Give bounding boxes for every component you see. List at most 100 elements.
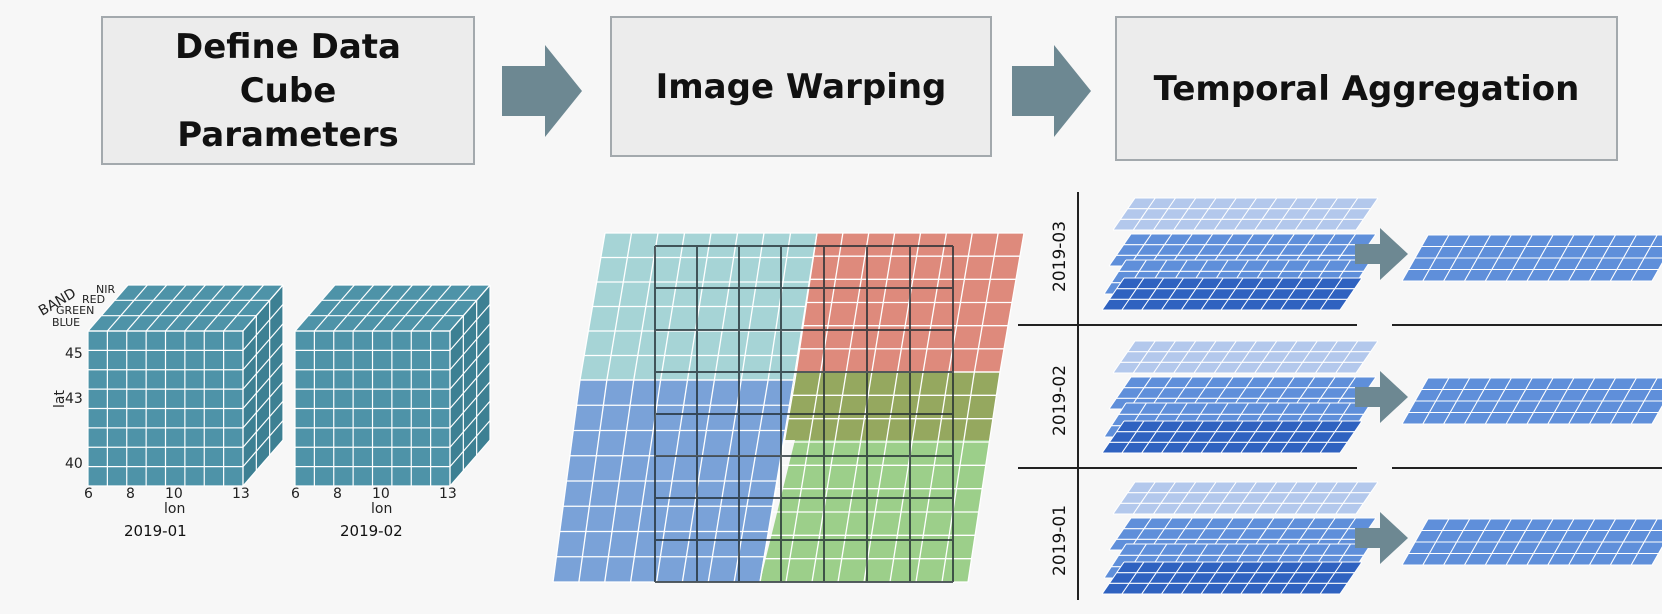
layer-grid-line bbox=[1651, 546, 1662, 566]
aggregation-arrow-icon bbox=[1355, 371, 1408, 423]
cube-grid-line bbox=[430, 284, 472, 332]
aggregation-arrow-icon bbox=[1355, 512, 1408, 564]
layer-grid-line bbox=[1180, 420, 1204, 454]
step-temporal-aggregation-label: Temporal Aggregation bbox=[1153, 68, 1580, 109]
layer-grid-line bbox=[1180, 277, 1204, 311]
mosaic-grid-line bbox=[785, 371, 822, 583]
cube-grid-line bbox=[449, 362, 491, 409]
cube-grid-line bbox=[106, 284, 148, 332]
layer-grid-line bbox=[1319, 561, 1343, 595]
band-label-green: GREEN bbox=[56, 304, 94, 317]
cube-grid-line bbox=[449, 303, 491, 351]
lat-tick-40: 40 bbox=[65, 456, 83, 472]
layer-grid bbox=[1401, 234, 1662, 282]
lon-tick-13: 13 bbox=[439, 486, 457, 502]
mosaic-grid-line bbox=[889, 371, 924, 583]
layer-grid-line bbox=[1161, 277, 1184, 311]
layer-grid-line bbox=[1213, 197, 1237, 231]
layer-grid-line bbox=[1319, 420, 1343, 454]
layer-grid-line bbox=[1112, 340, 1136, 374]
layer-grid-line bbox=[1101, 277, 1125, 311]
layer-grid-line bbox=[1315, 481, 1338, 515]
period-label-2019-01: 2019-01 bbox=[1050, 505, 1070, 576]
cube-grid-line bbox=[242, 362, 284, 409]
layer-grid-line bbox=[1339, 277, 1363, 311]
band-label-blue: BLUE bbox=[52, 316, 80, 329]
lon-tick-10: 10 bbox=[372, 486, 390, 502]
cube-grid-line bbox=[449, 420, 491, 468]
layer-grid-line bbox=[1339, 561, 1363, 595]
mosaic-grid-line bbox=[759, 371, 796, 583]
cube-grid-line bbox=[165, 284, 206, 332]
cube-grid-line bbox=[352, 284, 394, 332]
layer-grid-line bbox=[1103, 259, 1127, 295]
cube-grid-line bbox=[449, 439, 491, 487]
layer-grid-line bbox=[1315, 340, 1338, 374]
step-temporal-aggregation-box: Temporal Aggregation bbox=[1115, 16, 1618, 161]
layer-grid-line bbox=[1294, 340, 1318, 374]
lat-tick-43: 43 bbox=[65, 391, 83, 407]
layer-grid-line bbox=[1132, 340, 1156, 374]
layer-grid-line bbox=[1121, 561, 1145, 595]
mosaic-grid-line bbox=[915, 371, 950, 583]
layer-grid-line bbox=[1274, 340, 1298, 374]
warped-image-mosaic bbox=[552, 232, 1025, 583]
layer-grid-line bbox=[1294, 481, 1318, 515]
layer-grid-line bbox=[1161, 420, 1184, 454]
lon-tick-10: 10 bbox=[165, 486, 183, 502]
layer-grid-line bbox=[1299, 561, 1323, 595]
layer-grid-line bbox=[1335, 481, 1359, 515]
layer-grid-line bbox=[1200, 277, 1224, 311]
mosaic-grid-line bbox=[863, 371, 899, 583]
cube-grid-line bbox=[145, 284, 187, 332]
layer-grid-line bbox=[1220, 420, 1244, 454]
layer-grid-line bbox=[1112, 481, 1136, 515]
layer-grid-line bbox=[1234, 481, 1257, 515]
flow-arrow-2-icon bbox=[1012, 45, 1091, 137]
flow-arrow-1-icon bbox=[502, 45, 582, 137]
layer-grid-line bbox=[1240, 277, 1264, 311]
cube-grid-line bbox=[184, 284, 226, 332]
cube-grid-line bbox=[203, 284, 245, 332]
layer-grid-line bbox=[1200, 561, 1224, 595]
layer-grid-line bbox=[1121, 277, 1145, 311]
layer-grid-line bbox=[1108, 517, 1132, 551]
mosaic-grid-line bbox=[811, 371, 847, 583]
layer-grid-line bbox=[1103, 402, 1127, 438]
layer-grid-line bbox=[1101, 561, 1125, 595]
layer-grid-line bbox=[1254, 340, 1278, 374]
layer-grid-line bbox=[1299, 277, 1323, 311]
band-label-red: RED bbox=[82, 293, 105, 306]
layer-grid-line bbox=[1339, 420, 1363, 454]
cube-grid-line bbox=[242, 381, 284, 429]
layer-grid-line bbox=[1335, 340, 1359, 374]
cube-grid-line bbox=[126, 284, 168, 332]
layer-grid-line bbox=[1234, 340, 1257, 374]
mosaic-grid-line bbox=[967, 371, 1001, 583]
cube-date-label: 2019-01 bbox=[124, 522, 187, 540]
cube-grid-line bbox=[242, 303, 284, 351]
layer-grid-line bbox=[1335, 197, 1359, 231]
layer-grid-line bbox=[1355, 197, 1379, 231]
lat-axis-label: lat bbox=[52, 390, 68, 408]
aggregation-arrow-icon bbox=[1355, 228, 1408, 280]
layer-grid-line bbox=[1355, 481, 1379, 515]
cube-grid-line bbox=[410, 284, 452, 332]
period-label-2019-03: 2019-03 bbox=[1050, 221, 1070, 292]
cube-grid-line bbox=[313, 284, 355, 332]
layer-grid-line bbox=[1103, 543, 1127, 579]
layer-grid-line bbox=[1651, 405, 1662, 425]
layer-grid-line bbox=[1220, 277, 1244, 311]
layer-grid-line bbox=[1280, 420, 1303, 454]
layer-grid-line bbox=[1254, 481, 1278, 515]
layer-grid-line bbox=[1234, 197, 1257, 231]
cube-grid-line bbox=[449, 381, 491, 429]
layer-grid-line bbox=[1213, 481, 1237, 515]
layer-grid-line bbox=[1260, 420, 1284, 454]
cube-grid-line bbox=[242, 439, 284, 487]
layer-grid-line bbox=[1108, 376, 1132, 410]
layer-grid-line bbox=[1141, 277, 1165, 311]
cube-grid-line bbox=[449, 342, 491, 390]
layer-grid-line bbox=[1153, 481, 1176, 515]
